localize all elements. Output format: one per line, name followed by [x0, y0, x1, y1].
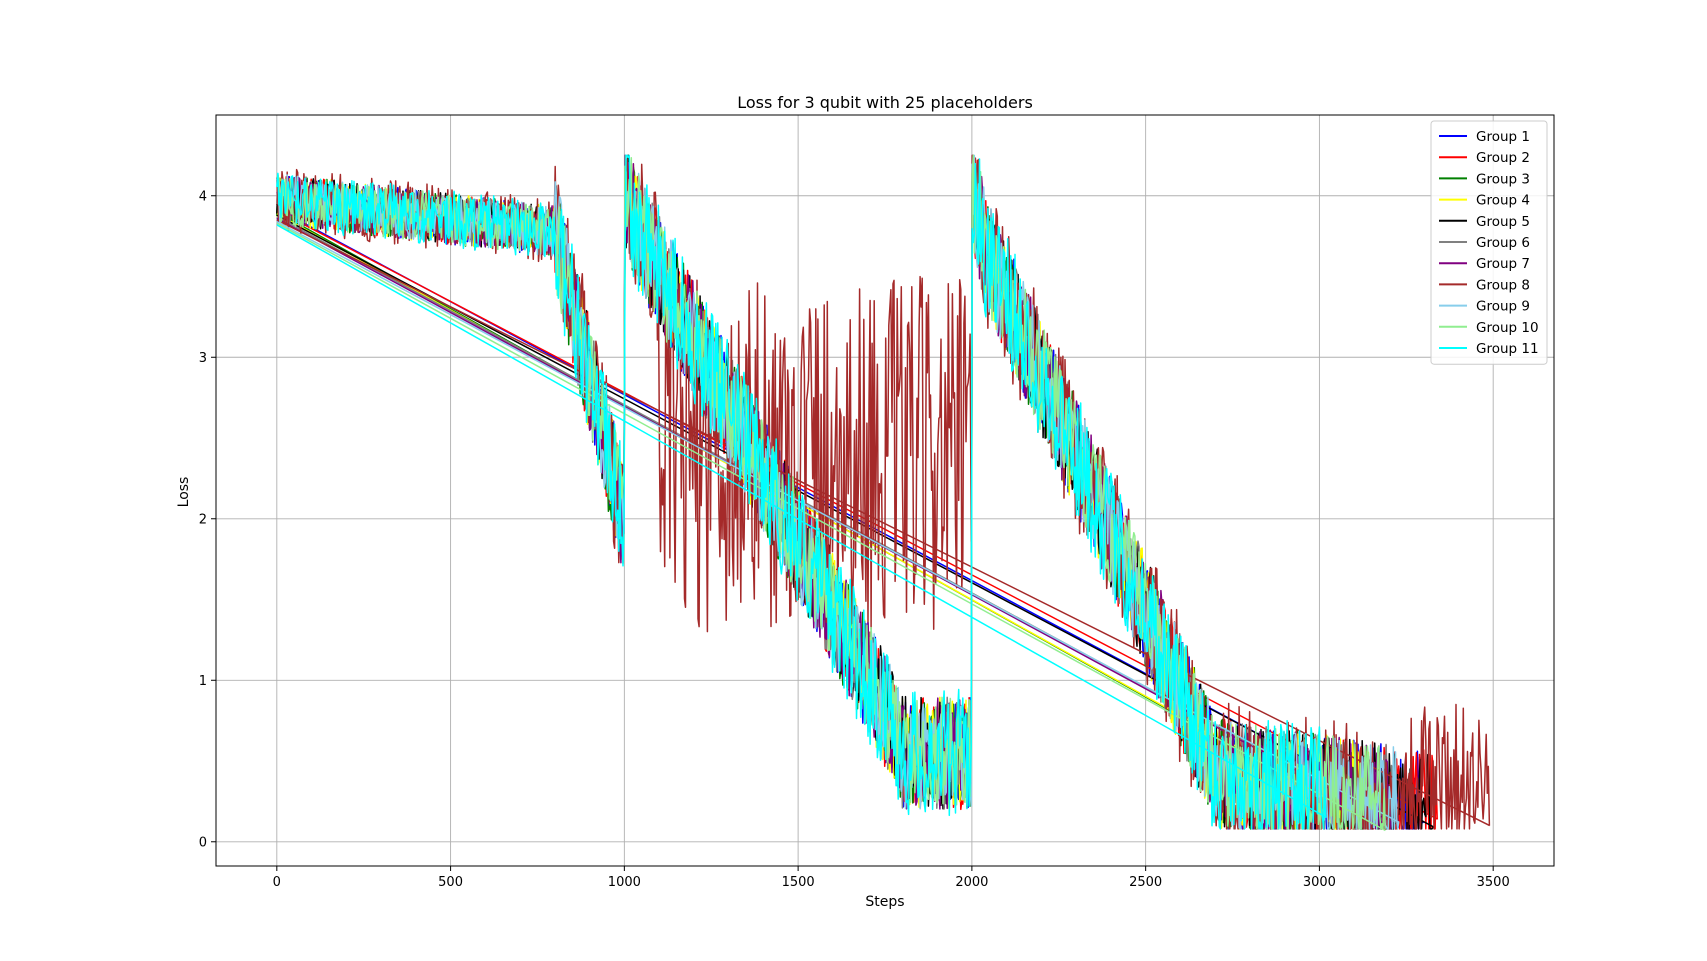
x-tick-label: 500 [438, 875, 463, 890]
y-tick-label: 2 [199, 512, 207, 527]
y-tick-label: 0 [199, 835, 207, 850]
legend-label: Group 8 [1476, 277, 1530, 293]
y-axis-ticks: 0 1 2 3 4 [199, 189, 216, 850]
legend-label: Group 9 [1476, 299, 1530, 315]
y-tick-label: 3 [199, 351, 207, 366]
legend-label: Group 11 [1476, 341, 1539, 357]
y-tick-label: 4 [199, 189, 207, 204]
legend-label: Group 6 [1476, 235, 1530, 251]
legend-label: Group 3 [1476, 171, 1530, 187]
legend-box [1430, 120, 1548, 365]
legend: Group 1 Group 2 Group 3 Group 4 Group 5 Group… [1430, 120, 1548, 365]
series-line-11 [276, 154, 1327, 830]
x-tick-label: 1000 [608, 875, 641, 890]
x-tick-label: 2000 [955, 875, 988, 890]
axes-frame [215, 114, 1555, 867]
x-tick-label: 3500 [1477, 875, 1510, 890]
x-axis-label: Steps [865, 894, 904, 910]
x-tick-label: 2500 [1129, 875, 1162, 890]
plot-area [276, 154, 1491, 832]
legend-label: Group 2 [1476, 150, 1530, 166]
y-tick-label: 1 [199, 674, 207, 689]
legend-label: Group 4 [1476, 193, 1530, 209]
legend-label: Group 7 [1476, 256, 1530, 272]
legend-label: Group 5 [1476, 214, 1530, 230]
y-axis-label: Loss [176, 477, 192, 508]
legend-label: Group 10 [1476, 320, 1539, 336]
series-line-10 [276, 154, 1386, 830]
x-tick-label: 3000 [1303, 875, 1336, 890]
chart-title: Loss for 3 qubit with 25 placeholders [737, 93, 1033, 112]
x-tick-label: 1500 [782, 875, 815, 890]
legend-label: Group 1 [1476, 129, 1530, 145]
x-tick-label: 0 [273, 875, 281, 890]
x-axis-ticks: 0 500 1000 1500 2000 2500 3000 3500 [273, 866, 1510, 890]
